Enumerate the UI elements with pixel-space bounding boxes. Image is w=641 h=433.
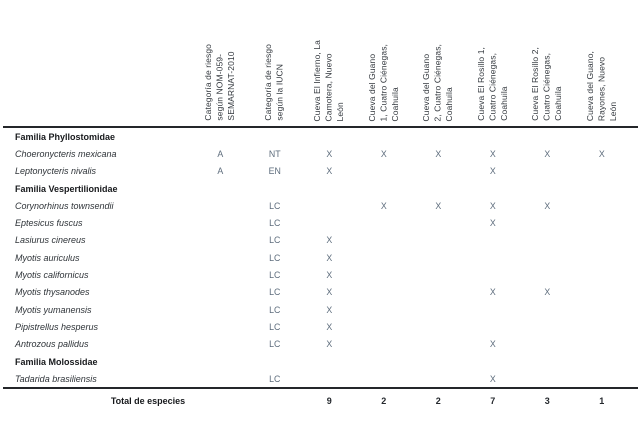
cell-value: LC [269,252,281,263]
cell-value: X [326,304,333,315]
family-name: Familia Molossidae [15,356,98,367]
family-name: Familia Phyllostomidae [15,131,116,142]
species-column-spacer [3,0,193,126]
total-row: Total de especies 9 2 2 7 3 1 [3,389,638,412]
cell-value: LC [269,321,281,332]
species-row: Leptonycteris nivalis A EN X X [3,163,638,180]
cell-value: X [326,339,333,350]
cell-value: X [380,148,387,159]
cell-value: X [489,200,496,211]
column-header-label: Categoría de riesgo según NOM-059- SEMAR… [203,44,236,121]
species-name: Leptonycteris nivalis [15,166,97,177]
column-header: Cueva del Guano 1, Cuatro Ciénegas, Coah… [357,0,412,126]
cell-value: X [380,200,387,211]
cell-value: A [217,166,224,177]
species-name: Myotis californicus [15,270,89,281]
species-name: Myotis yumanensis [15,304,92,315]
cell-value: LC [269,218,281,229]
total-value: 2 [435,395,441,406]
column-header: Cueva El Rosillo 1, Cuatro Ciénegas, Coa… [466,0,521,126]
column-header-label: Cueva del Guano 2, Cuatro Ciénegas, Coah… [421,43,454,122]
cell-value: X [544,200,551,211]
species-name: Myotis auriculus [15,252,80,263]
total-value: 3 [544,395,550,406]
species-row: Lasiurus cinereus LC X [3,232,638,249]
total-value: 7 [490,395,496,406]
cell-value: X [326,235,333,246]
cell-value: LC [269,373,281,384]
cell-value: LC [269,200,281,211]
cell-value: X [489,373,496,384]
cell-value: X [489,148,496,159]
species-name: Eptesicus fuscus [15,218,83,229]
column-header-label: Cueva El Rosillo 2, Cuatro Ciénegas, Coa… [530,47,563,121]
total-value: 9 [326,395,332,406]
species-row: Eptesicus fuscus LC X [3,214,638,231]
species-name: Tadarida brasiliensis [15,373,97,384]
header-divider [3,126,638,128]
cell-value: LC [269,339,281,350]
cell-value: X [435,148,442,159]
table-body: Familia Phyllostomidae Choeronycteris mex… [3,128,638,387]
cell-value: LC [269,287,281,298]
family-row: Familia Vespertilionidae [3,180,638,197]
cell-value: LC [269,304,281,315]
species-name: Lasiurus cinereus [15,235,86,246]
cell-value: X [326,252,333,263]
species-row: Myotis californicus LC X [3,266,638,283]
cell-value: X [489,218,496,229]
cell-value: X [489,339,496,350]
species-occurrence-table: Categoría de riesgo según NOM-059- SEMAR… [3,0,638,412]
total-divider [3,387,638,390]
family-row: Familia Molossidae [3,353,638,370]
column-header: Categoría de riesgo según la IUCN [248,0,303,126]
species-row: Corynorhinus townsendii LC X X X X [3,197,638,214]
species-row: Myotis thysanodes LC X X X [3,284,638,301]
cell-value: EN [268,166,281,177]
column-header: Categoría de riesgo según NOM-059- SEMAR… [193,0,248,126]
cell-value: X [326,148,333,159]
total-label: Total de especies [110,395,186,406]
cell-value: LC [269,270,281,281]
cell-value: X [489,287,496,298]
cell-value: X [326,321,333,332]
column-header-label: Categoría de riesgo según la IUCN [263,44,285,121]
species-row: Antrozous pallidus LC X X [3,336,638,353]
cell-value: X [326,166,333,177]
cell-value: X [435,200,442,211]
cell-value: X [544,148,551,159]
cell-value: X [598,148,605,159]
species-name: Corynorhinus townsendii [15,200,114,211]
cell-value: X [326,270,333,281]
species-name: Antrozous pallidus [15,339,89,350]
species-row: Pipistrellus hesperus LC X [3,318,638,335]
column-header-label: Cueva El Rosillo 1, Cuatro Ciénegas, Coa… [475,47,509,121]
cell-value: X [326,287,333,298]
family-row: Familia Phyllostomidae [3,128,638,145]
column-header-label: Cueva El Infierno, La Camotera, Nuevo Le… [312,39,345,121]
species-name: Choeronycteris mexicana [15,148,117,159]
cell-value: LC [269,235,281,246]
total-value: 2 [381,395,387,406]
cell-value: X [489,166,496,177]
species-name: Myotis thysanodes [15,287,90,298]
column-header: Cueva del Guano 2, Cuatro Ciénegas, Coah… [411,0,466,126]
column-header-label: Cueva del Guano, Rayones, Nuevo León [584,50,618,121]
table-header-row: Categoría de riesgo según NOM-059- SEMAR… [3,0,638,126]
species-row: Myotis auriculus LC X [3,249,638,266]
total-value: 1 [599,395,605,406]
cell-value: X [544,287,551,298]
cell-value: NT [268,148,281,159]
species-row: Tadarida brasiliensis LC X [3,370,638,387]
species-row: Myotis yumanensis LC X [3,301,638,318]
column-header: Cueva del Guano, Rayones, Nuevo León [575,0,630,126]
column-header: Cueva El Infierno, La Camotera, Nuevo Le… [302,0,357,126]
species-name: Pipistrellus hesperus [15,321,99,332]
family-name: Familia Vespertilionidae [15,183,118,194]
cell-value: A [217,148,224,159]
column-header: Cueva El Rosillo 2, Cuatro Ciénegas, Coa… [520,0,575,126]
species-row: Choeronycteris mexicana A NT X X X X X X [3,145,638,162]
column-header-label: Cueva del Guano 1, Cuatro Ciénegas, Coah… [366,43,400,122]
